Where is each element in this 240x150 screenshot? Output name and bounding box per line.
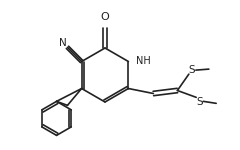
Text: S: S — [189, 65, 195, 75]
Text: N: N — [59, 38, 67, 48]
Text: O: O — [101, 12, 109, 22]
Text: S: S — [197, 97, 204, 107]
Text: NH: NH — [136, 56, 151, 66]
